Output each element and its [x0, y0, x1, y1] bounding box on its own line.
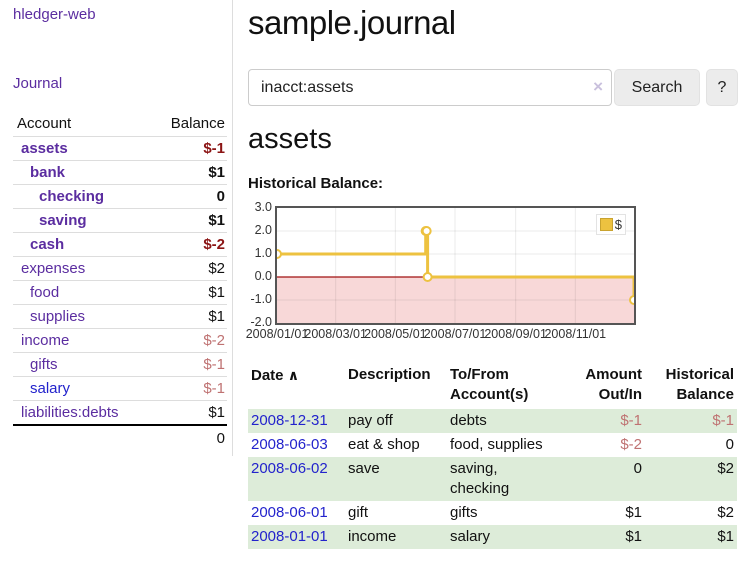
transaction-accounts: gifts: [450, 504, 478, 521]
search-button[interactable]: Search: [614, 69, 700, 106]
account-link-salary[interactable]: salary: [30, 380, 71, 397]
transactions-table: Date ∧ Description To/From Account(s) Am…: [248, 363, 737, 549]
transaction-date-link[interactable]: 2008-01-01: [251, 528, 328, 545]
search-input[interactable]: [248, 69, 612, 106]
clear-search-icon[interactable]: ×: [593, 77, 603, 96]
app-title-link[interactable]: hledger-web: [13, 6, 96, 23]
transaction-accounts: salary: [450, 528, 491, 545]
transaction-description: save: [348, 460, 380, 477]
account-link-liabilities-debts[interactable]: liabilities:debts: [21, 404, 119, 421]
account-link-bank[interactable]: bank: [30, 164, 66, 181]
transactions-header-row: Date ∧ Description To/From Account(s) Am…: [248, 363, 737, 409]
account-row-saving: saving $1: [13, 208, 227, 233]
account-balance: $-1: [150, 376, 227, 401]
account-row-expenses: expenses $2: [13, 256, 227, 281]
account-row-gifts: gifts $-1: [13, 352, 227, 377]
transaction-balance: 0: [725, 436, 734, 453]
account-balance: $-1: [150, 352, 227, 377]
transaction-description: pay off: [348, 412, 393, 429]
transaction-accounts: saving, checking: [450, 460, 510, 497]
transaction-accounts: food, supplies: [450, 436, 543, 453]
account-row-checking: checking 0: [13, 184, 227, 209]
account-row-supplies: supplies $1: [13, 304, 227, 329]
date-column-header[interactable]: Date ∧: [251, 367, 300, 384]
transaction-balance: $1: [717, 528, 734, 545]
historical-balance-chart: $ 3.0 2.0 1.0 0.0 -1.0 -2.0 2008/01/01 2008/03…: [246, 200, 742, 343]
transaction-amount: 0: [633, 460, 642, 477]
transaction-date-link[interactable]: 2008-06-01: [251, 504, 328, 521]
transaction-description: eat & shop: [348, 436, 420, 453]
search-form: × Search ?: [248, 69, 742, 106]
sidebar: hledger-web Journal Account Balance asse…: [0, 0, 233, 456]
account-row-food: food $1: [13, 280, 227, 305]
transaction-amount: $-2: [620, 436, 642, 453]
account-balance: $-2: [150, 232, 227, 257]
transaction-row: 2008-06-03 eat & shop food, supplies $-2…: [248, 433, 737, 457]
transaction-date-link[interactable]: 2008-06-02: [251, 460, 328, 477]
main-content: sample.journal × Search ? assets Histori…: [246, 0, 742, 549]
transaction-date-link[interactable]: 2008-06-03: [251, 436, 328, 453]
account-row-bank: bank $1: [13, 160, 227, 185]
account-link-saving[interactable]: saving: [39, 212, 87, 229]
app-title: hledger-web: [13, 6, 226, 24]
account-balance: $2: [150, 256, 227, 281]
accounts-total-row: 0: [13, 424, 227, 451]
help-button[interactable]: ?: [706, 69, 738, 106]
account-balance: $-2: [150, 328, 227, 353]
account-link-gifts[interactable]: gifts: [30, 356, 58, 373]
accounts-table: Account Balance assets $-1 bank $1 check…: [13, 113, 227, 451]
transaction-balance: $-1: [712, 412, 734, 429]
account-column-header: Account: [13, 113, 151, 137]
account-row-salary: salary $-1: [13, 376, 227, 401]
transaction-balance: $2: [717, 504, 734, 521]
account-balance: $-1: [150, 136, 227, 161]
balance-column-header: Historical Balance: [665, 366, 734, 403]
amount-column-header: Amount Out/In: [585, 366, 642, 403]
account-link-checking[interactable]: checking: [39, 188, 105, 205]
sort-ascending-icon: ∧: [287, 367, 300, 383]
balance-column-header: Balance: [150, 113, 227, 137]
account-row-income: income $-2: [13, 328, 227, 353]
transaction-description: gift: [348, 504, 369, 521]
transaction-row: 2008-01-01 income salary $1 $1: [248, 525, 737, 549]
account-link-supplies[interactable]: supplies: [30, 308, 86, 325]
transaction-row: 2008-06-01 gift gifts $1 $2: [248, 501, 737, 525]
transaction-amount: $1: [625, 504, 642, 521]
accounts-total: 0: [150, 424, 227, 451]
account-balance: $1: [150, 280, 227, 305]
accounts-table-header: Account Balance: [13, 113, 227, 137]
transaction-amount: $-1: [620, 412, 642, 429]
legend-label: $: [614, 217, 622, 232]
account-link-food[interactable]: food: [30, 284, 60, 301]
account-heading: assets: [248, 123, 332, 155]
chart-title: Historical Balance:: [248, 175, 384, 192]
account-balance: 0: [150, 184, 227, 209]
page-title: sample.journal: [248, 4, 456, 41]
tofrom-column-header: To/From Account(s): [450, 366, 529, 403]
chart-legend: $: [595, 214, 626, 235]
legend-swatch: [599, 218, 613, 231]
transaction-date-link[interactable]: 2008-12-31: [251, 412, 328, 429]
transaction-balance: $2: [717, 460, 734, 477]
account-balance: $1: [150, 160, 227, 185]
account-balance: $1: [150, 304, 227, 329]
account-link-income[interactable]: income: [21, 332, 70, 349]
account-row-assets: assets $-1: [13, 136, 227, 161]
sidebar-item-journal[interactable]: Journal: [13, 75, 63, 92]
account-row-cash: cash $-2: [13, 232, 227, 257]
account-link-cash[interactable]: cash: [30, 236, 65, 253]
transaction-accounts: debts: [450, 412, 487, 429]
account-row-liabilities-debts: liabilities:debts $1: [13, 400, 227, 426]
transaction-row: 2008-06-02 save saving, checking 0 $2: [248, 457, 737, 501]
account-link-expenses[interactable]: expenses: [21, 260, 86, 277]
account-balance: $1: [150, 208, 227, 233]
transaction-amount: $1: [625, 528, 642, 545]
account-link-assets[interactable]: assets: [21, 140, 68, 157]
transaction-description: income: [348, 528, 397, 545]
account-balance: $1: [150, 400, 227, 426]
description-column-header: Description: [348, 366, 431, 383]
transaction-row: 2008-12-31 pay off debts $-1 $-1: [248, 409, 737, 433]
chart-plot-area: $: [275, 206, 636, 325]
